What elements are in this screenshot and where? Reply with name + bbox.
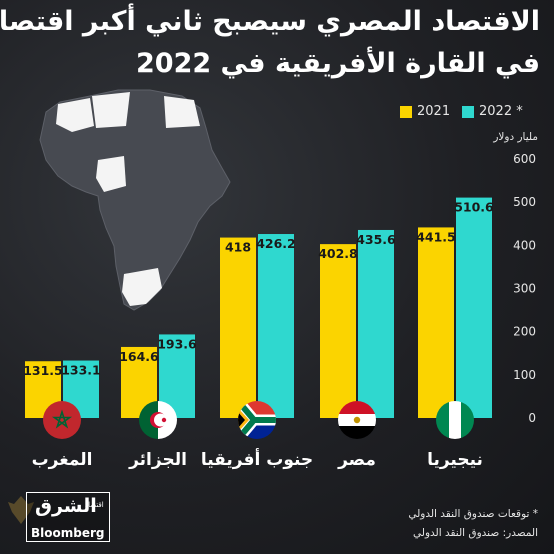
bar-value-label: 441.5 <box>416 229 456 244</box>
algeria-flag-icon <box>139 401 177 439</box>
bar-2021 <box>418 227 454 418</box>
legend-swatch-2022 <box>462 105 474 118</box>
africa-map <box>39 89 231 311</box>
algeria-highlight <box>92 92 130 128</box>
eagle-watermark-icon <box>8 496 34 524</box>
logo-sub-text: اقتصاد <box>85 501 104 509</box>
y-tick-label: 600 <box>513 152 536 166</box>
bar-value-label: 133.1 <box>61 363 101 378</box>
y-tick-label: 400 <box>513 238 536 252</box>
bar-value-label: 131.5 <box>23 363 63 378</box>
nigeria-flag-icon <box>436 401 474 439</box>
flags <box>43 401 474 439</box>
bar-value-label: 418 <box>225 240 251 255</box>
country-label-south-africa: جنوب أفريقيا <box>200 450 314 470</box>
bar-2022 <box>258 234 294 418</box>
y-tick-label: 500 <box>513 195 536 209</box>
bar-2022 <box>456 197 492 418</box>
legend-item-2021: 2021 <box>400 104 450 119</box>
y-tick-label: 100 <box>513 368 536 382</box>
legend-item-2022: 2022 * <box>462 104 523 119</box>
bar-value-label: 402.8 <box>318 246 358 261</box>
bar-2021 <box>220 237 256 418</box>
country-label-morocco: المغرب <box>31 450 93 470</box>
egypt-highlight <box>164 96 200 128</box>
south-africa-flag-icon <box>238 401 276 439</box>
country-label-egypt: مصر <box>338 450 376 470</box>
title-line-1: الاقتصاد المصري سيصبح ثاني أكبر اقتصاد <box>0 6 540 37</box>
y-axis-unit: مليار دولار <box>493 131 538 143</box>
bar-2021 <box>320 244 356 418</box>
country-label-algeria: الجزائر <box>129 450 187 470</box>
footnote-forecast: * توقعات صندوق النقد الدولي <box>408 508 538 520</box>
morocco-highlight <box>56 98 94 132</box>
footnote-source: المصدر: صندوق النقد الدولي <box>413 527 538 539</box>
morocco-flag-icon <box>43 401 81 439</box>
legend-label-2022: 2022 * <box>479 104 523 119</box>
y-axis: 0 100 200 300 400 500 600 <box>513 152 536 425</box>
y-tick-label: 300 <box>513 282 536 296</box>
y-tick-label: 200 <box>513 325 536 339</box>
nigeria-highlight <box>96 156 126 192</box>
asharq-bloomberg-logo: الشرق اقتصاد Bloomberg <box>26 492 110 542</box>
y-tick-label: 0 <box>528 411 536 425</box>
egypt-flag-icon <box>338 401 376 439</box>
legend-swatch-2021 <box>400 105 412 118</box>
country-label-nigeria: نيجيريا <box>427 450 483 470</box>
bar-value-label: 426.2 <box>256 236 296 251</box>
bar-2022 <box>358 229 394 418</box>
bar-value-label: 164.6 <box>119 349 159 364</box>
bar-value-label: 435.6 <box>356 232 396 247</box>
legend-label-2021: 2021 <box>417 104 451 119</box>
south-africa-highlight <box>122 268 162 306</box>
bar-value-label: 510.6 <box>454 200 494 215</box>
bar-value-label: 193.6 <box>157 336 197 351</box>
title-line-2: في القارة الأفريقية في 2022 <box>136 48 540 79</box>
logo-partner-text: Bloomberg <box>31 526 105 540</box>
logo-main-text: الشرق <box>35 495 97 517</box>
